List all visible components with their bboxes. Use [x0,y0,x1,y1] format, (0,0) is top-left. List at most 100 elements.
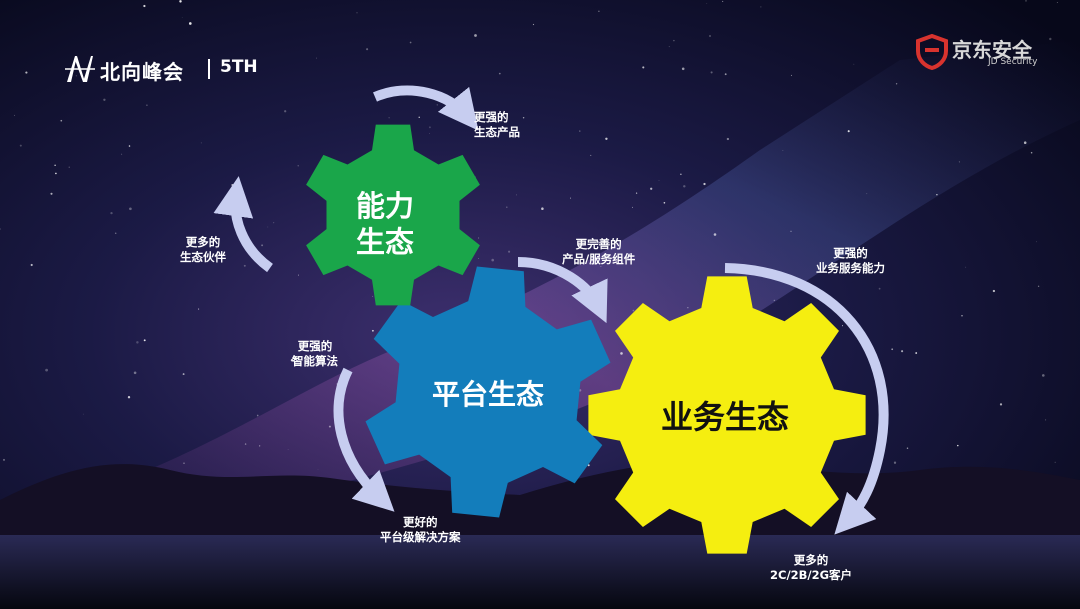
star [541,207,544,210]
arrow-stronger-business [724,263,889,535]
star [3,458,5,461]
arrow-more-partners [213,176,274,273]
star [498,72,501,75]
star [261,244,264,247]
star [478,257,479,259]
star [267,226,269,228]
star [632,309,635,312]
label-stronger-business: 更强的 业务服务能力 [816,246,885,276]
star [103,98,106,101]
star [532,23,535,26]
star [129,207,132,211]
star [25,71,28,74]
star [650,187,653,190]
star [259,445,261,447]
star [159,78,161,80]
star [243,264,246,267]
star [128,145,131,147]
star [992,289,996,293]
business-gear [588,276,866,554]
star [957,444,959,447]
star [127,396,131,399]
star [143,4,146,8]
star [1035,241,1037,243]
edition-label: 5TH [220,57,258,77]
summit-logo-icon [65,56,95,82]
star [409,41,412,44]
star [515,194,517,196]
star [372,295,374,297]
star [110,211,113,215]
star [642,66,645,69]
star [179,0,182,3]
label-more-partners-l1: 更多的 [185,235,221,249]
platform-gear [365,266,611,518]
star [478,237,480,239]
star [773,299,775,301]
label-stronger-algorithms: 更强的 智能算法 [292,339,338,369]
star [597,241,600,244]
star [0,228,1,230]
star [1041,374,1045,377]
star [668,46,670,48]
star [1056,1,1058,3]
star [121,153,123,155]
star [663,201,666,204]
star [146,104,148,106]
star [706,3,708,4]
star [436,104,439,106]
star [215,247,217,249]
label-better-components: 更完善的 产品/服务组件 [562,237,635,267]
star [906,447,909,450]
star [428,126,431,129]
label-stronger-business-l1: 更强的 [833,246,868,260]
star [961,315,963,317]
label-stronger-business-l2: 业务服务能力 [816,261,885,275]
star [878,287,881,290]
brand-cn: 京东安全 [952,38,1032,62]
star [598,10,600,12]
label-stronger-algorithms-l1: 更强的 [297,339,333,353]
header-divider [208,59,210,79]
star [244,443,247,445]
star [256,414,259,417]
star [579,130,581,132]
star [632,206,633,208]
star [317,468,319,470]
event-name: 北向峰会 [100,60,184,84]
star [936,193,938,196]
star [522,117,525,119]
star [356,12,358,14]
star [891,348,894,351]
star [474,34,477,37]
star [680,173,682,175]
star [114,232,117,235]
star [790,230,792,232]
capability-line2: 生态 [355,225,414,259]
star [45,368,48,372]
star [198,308,200,310]
star [181,17,183,18]
platform-gear-label: 平台生态 [431,378,544,411]
star [188,22,192,25]
star [587,464,590,467]
label-stronger-products: 更强的 生态产品 [474,110,520,140]
capability-gear [306,124,480,306]
star [55,172,57,175]
star [713,233,717,236]
star [60,119,63,122]
brand-en: JD Security [988,57,1038,67]
star [429,133,430,134]
star [1025,0,1027,2]
star [366,48,369,51]
star [297,165,299,167]
star [287,449,289,450]
star [605,137,608,140]
star [54,164,56,166]
star [68,166,70,168]
star [893,461,897,464]
star [687,307,689,309]
star [508,250,511,253]
star [965,266,967,268]
star [782,150,784,151]
